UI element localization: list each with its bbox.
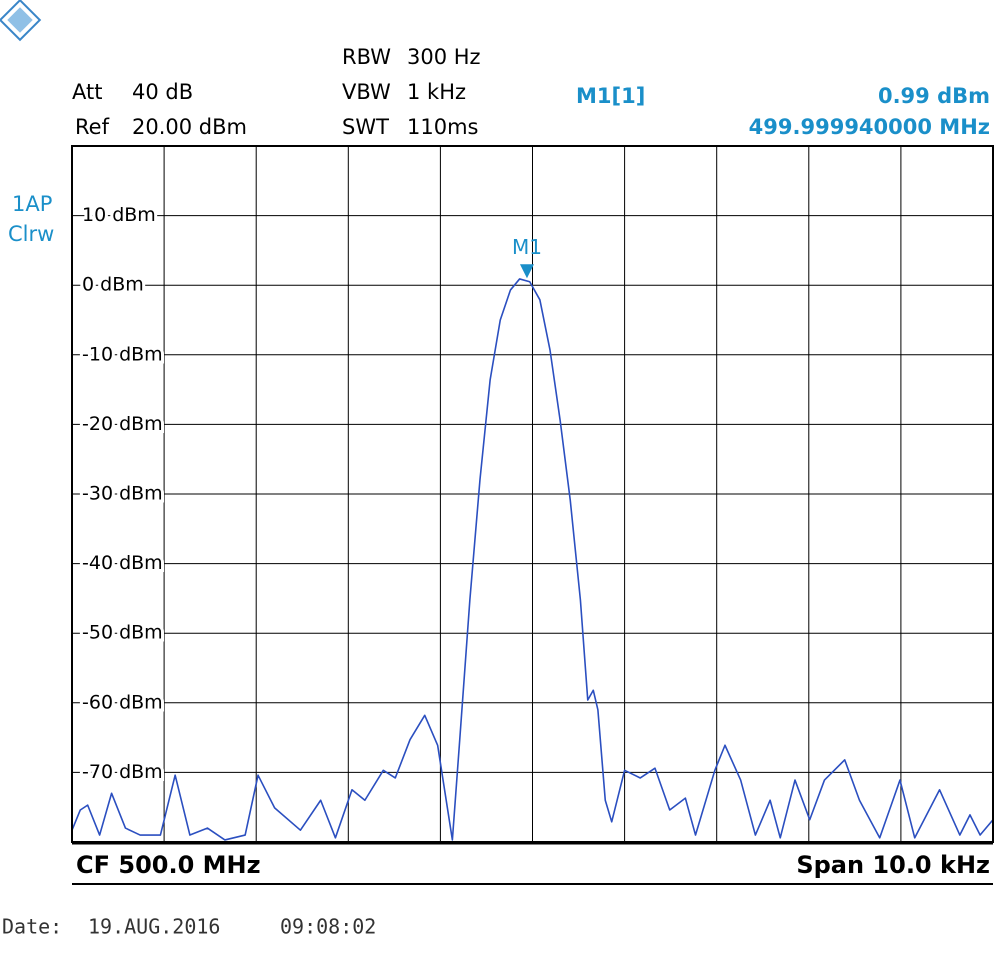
swt-value: 110ms (407, 115, 478, 139)
y-tick-label: -30 dBm (82, 483, 163, 505)
date-time: 09:08:02 (280, 915, 376, 939)
trace-detector: Clrw (8, 222, 54, 246)
trace-mode: 1AP (12, 192, 52, 216)
ref-label: Ref (75, 115, 110, 139)
y-tick-label: 10 dBm (82, 204, 156, 226)
rbw-value: 300 Hz (407, 45, 481, 69)
span: Span 10.0 kHz (796, 851, 990, 879)
marker-label: M1 (512, 235, 542, 259)
y-tick-label: -60 dBm (82, 691, 163, 713)
marker-level: 0.99 dBm (878, 84, 990, 108)
logo (0, 0, 42, 42)
y-tick-label: -20 dBm (82, 413, 163, 435)
att-label: Att (72, 80, 102, 104)
ref-value: 20.00 dBm (132, 115, 247, 139)
y-tick-label: -40 dBm (82, 552, 163, 574)
trace-line (72, 278, 993, 841)
att-value: 40 dB (132, 80, 193, 104)
center-frequency: CF 500.0 MHz (76, 851, 261, 879)
y-tick-label: -10 dBm (82, 343, 163, 365)
y-tick-label: -70 dBm (82, 761, 163, 783)
marker-triangle (519, 264, 534, 279)
y-tick-label: 0 dBm (82, 274, 144, 296)
rbw-label: RBW (342, 45, 391, 69)
vbw-label: VBW (342, 80, 391, 104)
marker-frequency: 499.999940000 MHz (749, 115, 990, 139)
y-tick-label: -50 dBm (82, 622, 163, 644)
date-day: 19.AUG.2016 (88, 915, 220, 939)
trace-area (72, 278, 993, 841)
date-label: Date: (2, 915, 62, 939)
vbw-value: 1 kHz (407, 80, 466, 104)
marker-name: M1[1] (576, 84, 645, 108)
swt-label: SWT (342, 115, 389, 139)
